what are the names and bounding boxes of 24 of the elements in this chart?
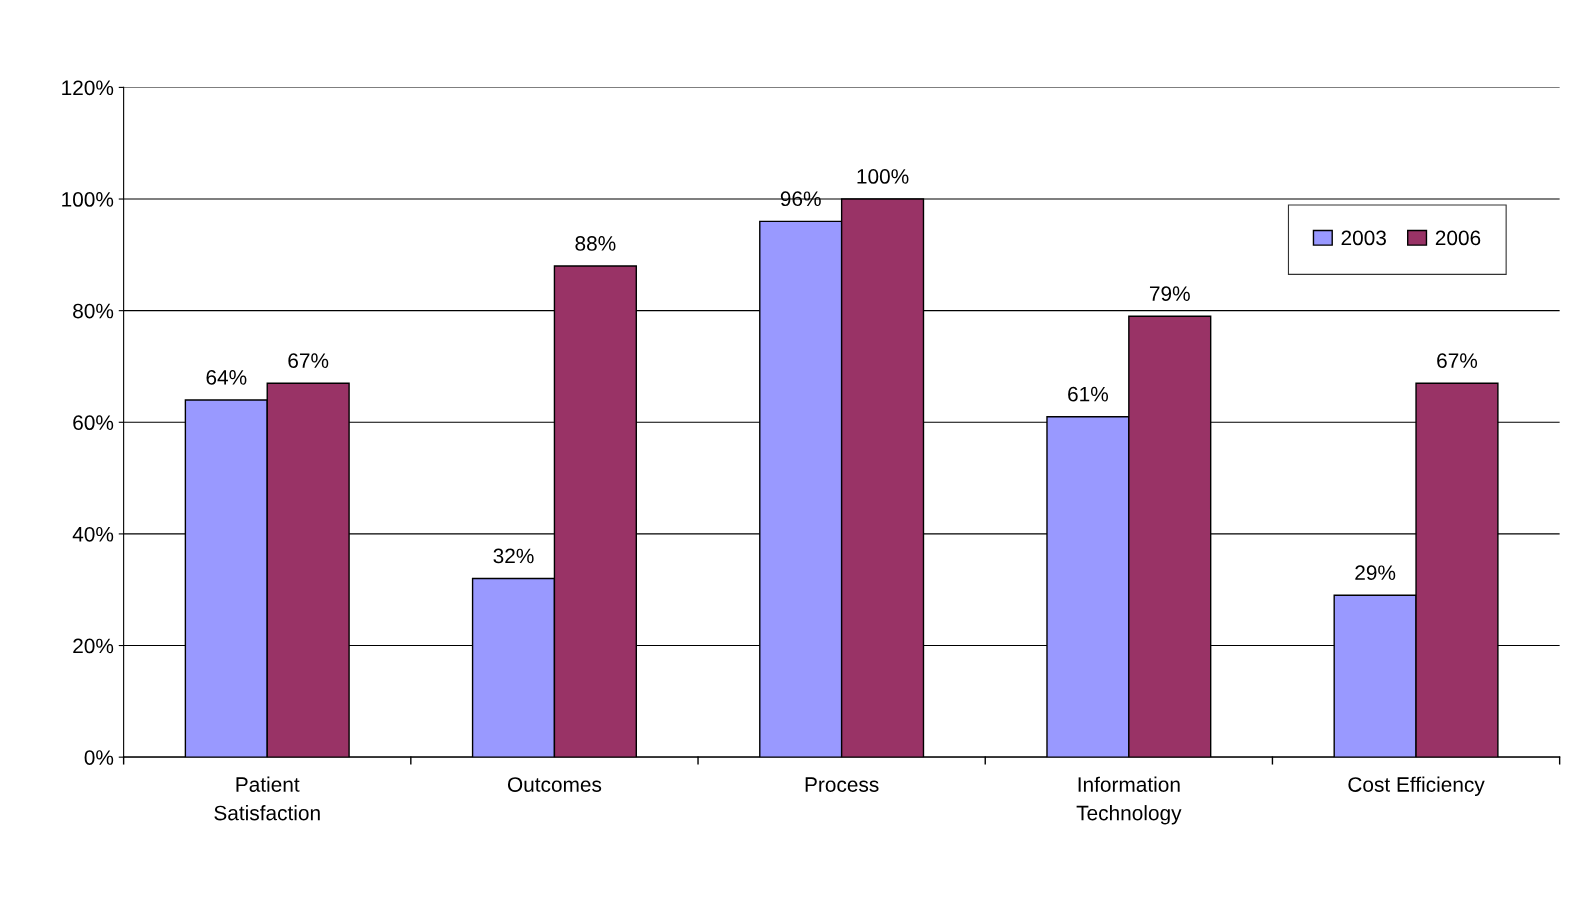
data-label: 61%: [1068, 386, 1109, 402]
data-label: 67%: [288, 353, 329, 368]
data-label: 67%: [1437, 353, 1478, 368]
x-tick-label: Process: [805, 777, 879, 792]
data-label: 100%: [857, 169, 909, 184]
x-tick-label: Information Technology: [1076, 776, 1182, 825]
y-tick-label: 0%: [84, 750, 114, 765]
x-tick-label: Cost Efficiency: [1348, 776, 1485, 797]
y-tick-label: 100%: [62, 192, 114, 207]
data-label: 29%: [1355, 565, 1396, 581]
x-tick-label: Outcomes: [507, 777, 602, 792]
y-tick-label: 120%: [62, 80, 114, 96]
y-tick-label: 80%: [73, 303, 114, 319]
data-label: 32%: [493, 548, 534, 564]
y-tick-label: 60%: [73, 415, 114, 431]
data-label: 88%: [575, 236, 616, 251]
data-label: 79%: [1149, 286, 1190, 302]
y-tick-label: 40%: [72, 526, 114, 542]
legend-label: 2006: [1435, 230, 1481, 246]
x-tick-label: Patient Satisfaction: [214, 776, 320, 821]
data-label: 64%: [206, 369, 247, 385]
legend-label: 2003: [1341, 230, 1386, 246]
data-label: 96%: [780, 191, 821, 207]
y-tick-label: 20%: [73, 638, 114, 654]
